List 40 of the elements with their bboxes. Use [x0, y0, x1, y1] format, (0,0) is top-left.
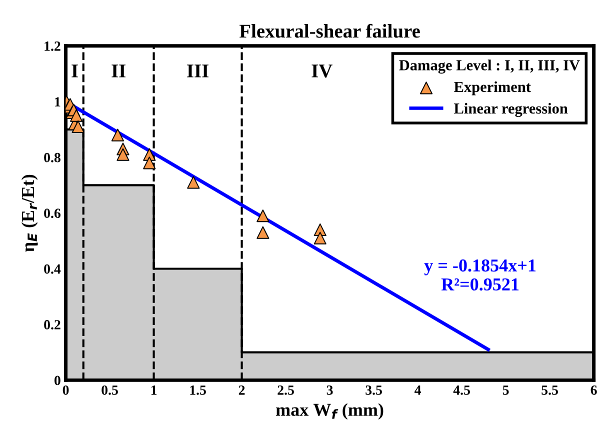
y-tick-label: 0.2 — [44, 320, 60, 330]
x-tick-label: 1 — [151, 386, 157, 395]
point — [143, 156, 156, 170]
x-tick-label: 4.5 — [453, 386, 470, 395]
x-tick-label: 2 — [238, 385, 245, 395]
x-tick-label: 5 — [502, 386, 509, 395]
point — [70, 109, 83, 122]
chart-title: Flexural-shear failure — [239, 24, 420, 38]
annotation: IV — [312, 64, 332, 78]
point — [187, 176, 200, 189]
legend-title: Damage Level : I, II, III, IV — [399, 60, 580, 74]
y-tick-label: 1 — [55, 97, 60, 106]
annotation: III — [187, 64, 208, 78]
annotation: y = -0.1854x+1 R²=0.9521 — [424, 259, 536, 291]
y-tick-label: 0.4 — [44, 264, 61, 274]
point — [256, 210, 270, 222]
y-tick-label: 0.6 — [44, 208, 61, 218]
y-tick-label: 1.2 — [44, 42, 60, 51]
x-tick-label: 5.5 — [542, 386, 558, 395]
annotation: II — [112, 64, 126, 78]
legend-label: Experiment — [454, 81, 531, 96]
x-tick-label: 3 — [326, 385, 333, 395]
y-tick-label: 0 — [54, 376, 60, 386]
x-tick-label: 3.5 — [366, 385, 382, 395]
point — [116, 148, 130, 161]
y-axis-title: η$_{E}$ (E$_{r}$/Et) — [21, 174, 38, 252]
point — [111, 128, 124, 142]
point — [72, 120, 84, 133]
point — [314, 232, 326, 244]
x-axis-title: max W$_{f}$ (mm) — [276, 403, 384, 420]
y-tick-label: 0.8 — [44, 152, 60, 162]
x-tick-label: 2.5 — [278, 385, 294, 395]
annotation: I — [72, 64, 78, 78]
x-tick-label: 4 — [414, 386, 422, 395]
x-tick-label: 1.5 — [190, 386, 206, 395]
legend-label: Linear regression — [454, 102, 568, 117]
x-tick-label: 0.5 — [102, 385, 118, 395]
x-tick-label: 0 — [62, 385, 69, 395]
x-tick-label: 6 — [590, 385, 597, 395]
point — [256, 226, 270, 239]
